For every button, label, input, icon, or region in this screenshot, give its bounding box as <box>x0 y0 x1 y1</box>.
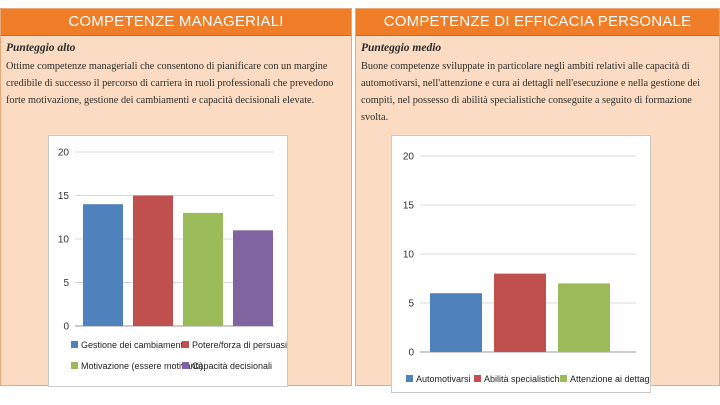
bar <box>133 195 173 326</box>
legend-label: Motivazione (essere motivanti) <box>81 361 203 371</box>
y-tick-label: 15 <box>58 191 70 202</box>
chart-efficacia-personale: 0 5 10 15 20 Automotivarsi Abilità specialisti… <box>391 135 651 393</box>
legend-label: Abilità specialistiche <box>484 374 565 384</box>
bar <box>233 230 273 326</box>
description-text: Buone competenze sviluppate in particola… <box>361 61 701 123</box>
score-label: Punteggio alto <box>6 42 76 54</box>
bar <box>430 293 482 352</box>
panel-competenze-manageriali: COMPETENZE MANAGERIALI Punteggio alto Ot… <box>0 8 352 387</box>
y-tick-label: 5 <box>63 278 69 289</box>
y-tick-label: 20 <box>58 148 70 159</box>
bar <box>558 283 610 352</box>
bar-chart: 0 5 10 15 20 Automotivarsi Abilità specialisti… <box>403 152 650 385</box>
bar <box>83 204 123 326</box>
legend-swatch <box>406 375 413 382</box>
legend-swatch <box>560 375 567 382</box>
legend-label: Potere/forza di persuasione <box>192 340 287 350</box>
legend-label: Capacità decisionali <box>192 361 272 371</box>
chart-competenze-manageriali: 0 5 10 15 20 Gestione dei cambiamenti Potere/f… <box>48 135 288 387</box>
y-tick-label: 10 <box>403 250 415 261</box>
legend-swatch <box>182 362 189 369</box>
y-tick-label: 15 <box>403 201 415 212</box>
bar <box>494 273 546 352</box>
panel-header: COMPETENZE MANAGERIALI <box>1 9 351 36</box>
legend-swatch <box>71 341 78 348</box>
legend-swatch <box>474 375 481 382</box>
y-tick-label: 0 <box>408 348 414 359</box>
score-label: Punteggio medio <box>361 42 442 54</box>
bar <box>183 212 223 326</box>
legend-label: Automotivarsi <box>416 374 471 384</box>
legend-swatch <box>71 362 78 369</box>
y-tick-label: 10 <box>58 235 70 246</box>
panel-efficacia-personale: COMPETENZE DI EFFICACIA PERSONALE Punteg… <box>355 8 720 393</box>
panel-header: COMPETENZE DI EFFICACIA PERSONALE <box>356 9 719 36</box>
bar-chart: 0 5 10 15 20 Gestione dei cambiamenti Potere/f… <box>58 148 287 372</box>
y-tick-label: 0 <box>63 322 69 333</box>
description-text: Ottime competenze manageriali che consen… <box>6 61 334 106</box>
legend-label: Attenzione ai dettagli <box>570 374 650 384</box>
y-tick-label: 5 <box>408 299 414 310</box>
legend-label: Gestione dei cambiamenti <box>81 340 185 350</box>
y-tick-label: 20 <box>403 152 415 163</box>
legend-swatch <box>182 341 189 348</box>
